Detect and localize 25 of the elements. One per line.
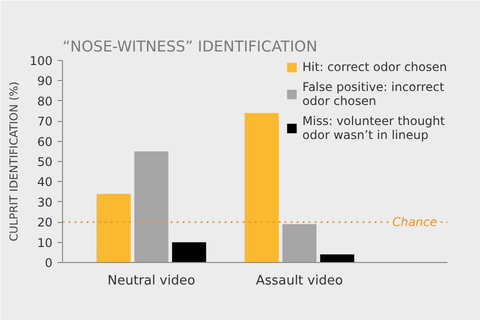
bar — [96, 194, 131, 262]
y-tick-label: 50 — [37, 155, 53, 169]
y-tick-label: 0 — [44, 256, 53, 270]
bar — [134, 151, 168, 262]
legend-label: Miss: volunteer thought odor wasn’t in lineup — [302, 114, 445, 142]
chart-title: “NOSE-WITNESS” IDENTIFICATION — [62, 38, 318, 56]
y-tick-label: 70 — [37, 114, 53, 129]
bar — [244, 113, 279, 262]
legend-label: Hit: correct odor chosen — [302, 60, 447, 74]
y-tick-label: 90 — [37, 74, 53, 88]
x-tick-label: Neutral video — [108, 274, 196, 288]
y-axis-title: CULPRIT IDENTIFICATION (%) — [8, 82, 21, 242]
y-tick-label: 10 — [37, 236, 53, 250]
y-tick-label: 40 — [37, 175, 53, 190]
y-tick-label: 30 — [37, 195, 53, 210]
y-tick-label: 60 — [37, 134, 53, 149]
y-tick-label: 20 — [37, 216, 53, 230]
bar — [320, 254, 354, 262]
bar — [172, 242, 206, 262]
x-tick-label: Assault video — [256, 274, 343, 288]
y-tick-label: 80 — [37, 94, 53, 108]
bar — [282, 224, 316, 262]
y-tick-label: 100 — [30, 54, 52, 68]
ref-line-label: Chance — [392, 215, 438, 230]
legend-label: False positive: incorrect odor chosen — [302, 80, 444, 108]
